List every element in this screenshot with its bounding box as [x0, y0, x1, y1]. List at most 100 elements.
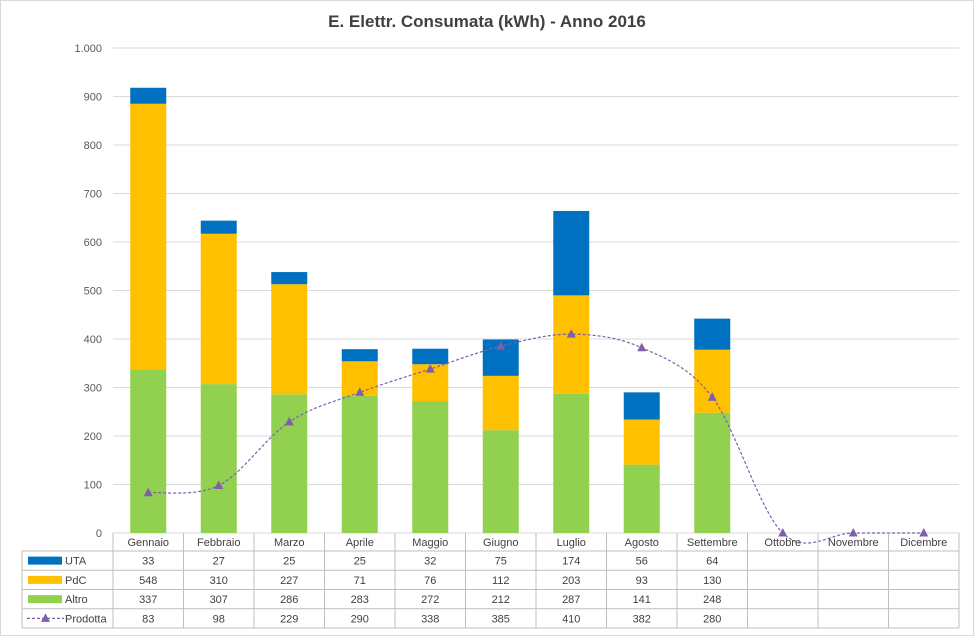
prodotta-marker [707, 392, 717, 401]
bar-uta [341, 349, 378, 362]
gridlines [113, 47, 959, 534]
prodotta-marker [284, 416, 294, 426]
data-label: 385 [492, 613, 510, 625]
y-tick-label: 700 [84, 189, 102, 201]
bar-altro [482, 430, 519, 533]
bar-uta [271, 272, 308, 285]
data-label: 98 [213, 613, 225, 625]
bar-uta [130, 87, 167, 104]
data-label: 64 [706, 556, 718, 568]
data-label: 290 [351, 613, 369, 625]
bar-pdc [623, 419, 660, 465]
data-label: 25 [354, 556, 366, 568]
prodotta-marker [425, 364, 435, 373]
bar-altro [341, 395, 378, 533]
bars [130, 87, 731, 533]
prodotta-marker [214, 480, 224, 489]
bar-altro [412, 401, 449, 533]
y-tick-label: 400 [84, 334, 102, 346]
y-axis: 0 100 200 300 400 500 600 700 800 900 1.000 [74, 43, 102, 540]
data-label: 27 [213, 556, 225, 568]
data-label: 174 [562, 556, 580, 568]
x-tick-label: Febbraio [197, 537, 240, 549]
legend-label-pdc: PdC [65, 575, 86, 587]
bar-uta [200, 220, 237, 234]
y-tick-label: 1.000 [74, 43, 102, 55]
prodotta-marker [637, 342, 647, 352]
legend-key-pdc [28, 575, 62, 584]
legend-label-uta: UTA [65, 556, 87, 568]
y-tick-label: 100 [84, 480, 102, 492]
bar-altro [200, 384, 237, 533]
x-tick-label: Gennaio [127, 537, 169, 549]
data-label: 130 [703, 575, 721, 587]
legend-label-altro: Altro [65, 594, 88, 606]
data-label: 83 [142, 613, 154, 625]
x-tick-label: Maggio [412, 537, 448, 549]
data-label: 212 [492, 594, 510, 606]
data-label: 112 [492, 575, 510, 587]
data-label: 280 [703, 613, 721, 625]
x-tick-label: Novembre [828, 537, 879, 549]
y-tick-label: 800 [84, 140, 102, 152]
data-label: 227 [280, 575, 298, 587]
x-tick-label: Ottobre [764, 537, 801, 549]
prodotta-marker [496, 341, 506, 350]
prodotta-line [143, 329, 929, 544]
prodotta-marker [778, 528, 788, 537]
y-tick-label: 300 [84, 383, 102, 395]
x-tick-label: Agosto [625, 537, 659, 549]
data-label: 141 [633, 594, 651, 606]
data-label: 307 [210, 594, 228, 606]
legend-label-prodotta: Prodotta [65, 613, 107, 625]
bar-altro [623, 464, 660, 533]
data-label: 25 [283, 556, 295, 568]
x-tick-label: Settembre [687, 537, 738, 549]
data-label: 287 [562, 594, 580, 606]
legend-key-marker [41, 613, 50, 622]
prodotta-marker [919, 528, 929, 537]
data-label: 33 [142, 556, 154, 568]
data-label: 203 [562, 575, 580, 587]
x-tick-label: Marzo [274, 537, 305, 549]
data-label: 548 [139, 575, 157, 587]
legend-key-uta [28, 556, 62, 565]
data-label: 286 [280, 594, 298, 606]
data-label: 283 [351, 594, 369, 606]
legend-key-altro [28, 595, 62, 604]
x-tick-label: Giugno [483, 537, 518, 549]
x-tick-label: Luglio [557, 537, 586, 549]
data-table: Gennaio Febbraio Marzo Aprile Maggio Giugno Lu… [21, 533, 960, 629]
prodotta-marker [143, 487, 153, 497]
data-label: 93 [636, 575, 648, 587]
prodotta-marker [848, 528, 858, 537]
bar-uta [623, 392, 660, 420]
data-label: 382 [633, 613, 651, 625]
data-label: 75 [495, 556, 507, 568]
data-label: 337 [139, 594, 157, 606]
bar-pdc [271, 284, 308, 395]
data-label: 229 [280, 613, 298, 625]
x-tick-label: Aprile [346, 537, 374, 549]
prodotta-marker [566, 329, 576, 338]
bar-altro [553, 393, 590, 533]
y-tick-label: 900 [84, 92, 102, 104]
data-label: 410 [562, 613, 580, 625]
bar-altro [694, 412, 731, 533]
data-label: 71 [354, 575, 366, 587]
bar-pdc [130, 103, 167, 370]
data-label: 338 [421, 613, 439, 625]
data-label: 310 [210, 575, 228, 587]
prodotta-marker [355, 387, 365, 396]
bar-pdc [482, 375, 519, 431]
data-label: 248 [703, 594, 721, 606]
chart-title: E. Elettr. Consumata (kWh) - Anno 2016 [328, 12, 646, 31]
prodotta-line-path [148, 333, 924, 544]
data-label: 56 [636, 556, 648, 568]
y-tick-label: 0 [96, 528, 102, 540]
y-tick-label: 600 [84, 237, 102, 249]
bar-pdc [694, 349, 731, 413]
data-label: 272 [421, 594, 439, 606]
data-label: 32 [424, 556, 436, 568]
